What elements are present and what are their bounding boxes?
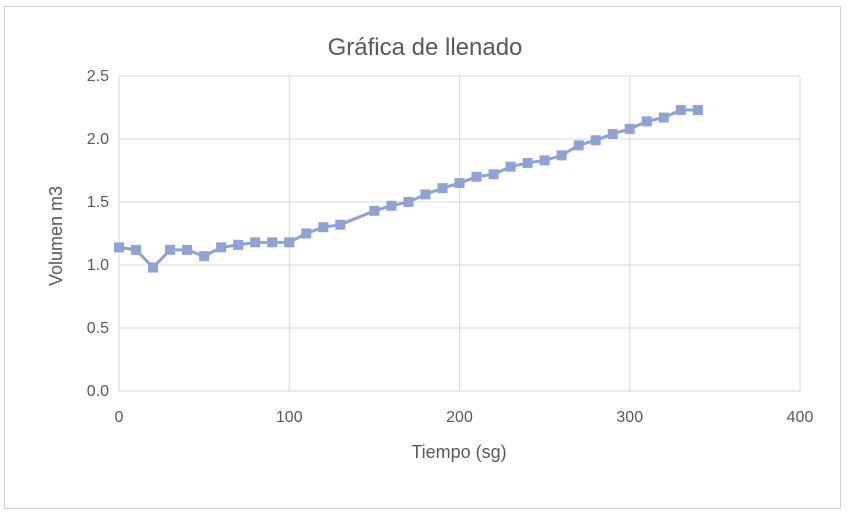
data-point-marker [114,242,124,253]
x-tick-label: 400 [787,409,814,426]
x-tick-label: 0 [115,409,124,426]
y-axis-label: Volumen m3 [46,186,66,286]
y-tick-label: 1.5 [87,194,109,211]
y-tick-label: 0.0 [87,383,109,400]
data-point-marker [607,128,618,139]
data-point-marker [624,123,635,134]
chart-title: Gráfica de llenado [328,34,523,61]
y-tick-label: 1.0 [87,257,109,274]
data-point-marker [335,219,346,230]
data-point-marker [403,197,414,207]
data-point-marker [386,200,397,211]
data-point-marker [318,222,329,233]
data-point-marker [216,242,227,253]
y-tick-label: 2.0 [87,131,109,148]
y-axis-ticks: 0.0 0.5 1.0 1.5 2.0 2.5 [87,68,109,400]
data-point-marker [437,183,448,194]
data-point-marker [369,205,380,216]
data-point-marker [165,244,176,255]
data-point-marker [539,155,550,166]
data-point-marker [284,237,295,248]
data-point-marker [250,237,261,248]
data-point-marker [131,244,142,255]
data-point-marker [233,239,244,250]
data-point-marker [556,150,567,161]
data-point-marker [199,251,210,262]
x-tick-label: 200 [446,409,473,426]
data-point-marker [675,105,686,116]
data-point-marker [488,169,499,180]
data-point-marker [505,161,516,172]
data-point-marker [301,228,312,239]
data-point-marker [267,237,278,248]
data-point-marker [148,262,159,273]
data-point-marker [641,116,652,127]
data-point-marker [454,178,465,189]
series-line [118,108,698,270]
y-tick-label: 0.5 [87,320,109,337]
grid-lines [118,75,801,392]
data-point-marker [182,244,193,255]
x-axis-ticks: 0 100 200 300 400 [115,409,814,426]
data-point-marker [522,157,533,168]
data-series [114,105,703,273]
data-point-marker [658,112,669,123]
x-tick-label: 300 [616,409,643,426]
y-tick-label: 2.5 [87,68,109,85]
data-point-marker [573,140,584,151]
data-point-marker [420,189,431,200]
data-point-marker [471,171,482,182]
data-point-marker [692,105,703,116]
x-tick-label: 100 [276,409,303,426]
x-axis-label: Tiempo (sg) [411,442,506,462]
data-point-marker [590,135,601,146]
